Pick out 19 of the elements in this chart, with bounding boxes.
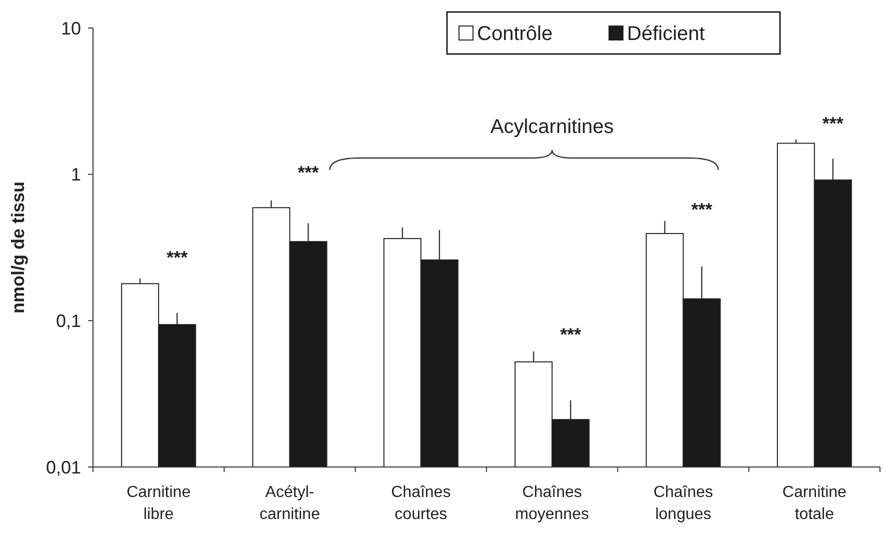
x-tick-label: Carnitine libre — [126, 484, 191, 523]
y-tick-label: 10 — [60, 18, 81, 38]
x-tick-label: Chaînes moyennes — [515, 484, 589, 523]
x-tick-label: Carnitine totale — [782, 484, 847, 523]
x-tick-label: Chaînes courtes — [391, 484, 451, 523]
y-tick-label: 1 — [70, 164, 81, 185]
y-tick-label: 0,01 — [46, 457, 81, 478]
annotation: *** — [166, 247, 188, 268]
x-tick-label: Acétyl-carnitine — [260, 484, 320, 523]
annotation: Acylcarnitines — [490, 116, 614, 138]
y-tick-label: 0,1 — [56, 310, 81, 331]
annotation: *** — [298, 162, 319, 182]
annotation: *** — [822, 113, 844, 134]
legend-label: Contrôle — [477, 23, 553, 45]
x-tick-label: Chaînes longues — [653, 484, 714, 523]
annotation: *** — [560, 324, 582, 344]
y-axis-title: nmol/g de tissu — [8, 181, 28, 314]
legend-label: Déficient — [627, 23, 706, 45]
annotation: *** — [691, 199, 712, 220]
